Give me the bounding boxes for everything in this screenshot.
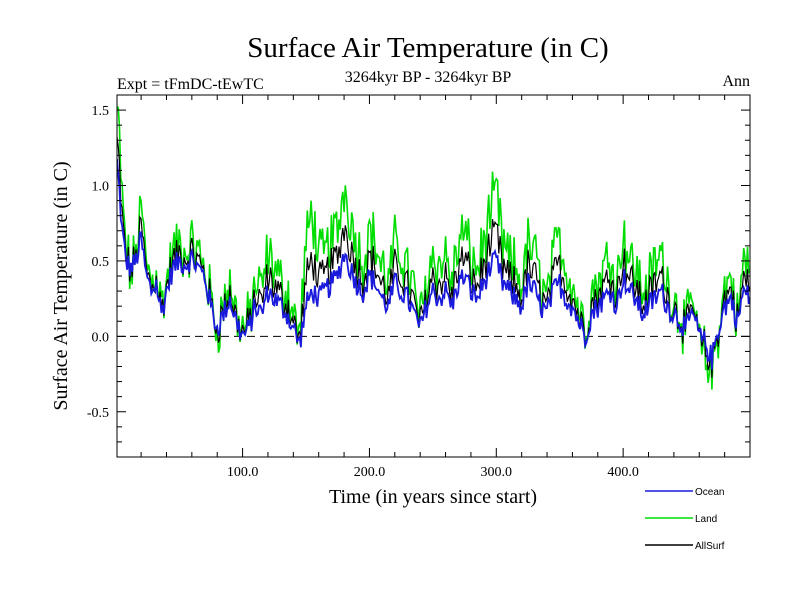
chart-subtitle: 3264kyr BP - 3264kyr BP [345,69,512,86]
series-land-line [117,105,750,390]
x-tick-label: 100.0 [227,465,259,480]
experiment-label: Expt = tFmDC-tEwTC [117,76,264,93]
y-tick-label: -0.5 [87,406,109,421]
y-tick-label: 0.0 [92,330,110,345]
x-axis-label: Time (in years since start) [329,486,537,508]
y-tick-label: 1.5 [92,104,110,119]
legend: Ocean Land AllSurf [645,487,725,552]
series-ocean-line [117,159,750,370]
y-axis-label: Surface Air Temperature (in C) [50,161,72,410]
legend-label-allsurf: AllSurf [695,541,725,552]
legend-label-land: Land [695,514,717,525]
x-tick-label: 400.0 [607,465,639,480]
axes: 100.0 200.0 300.0 400.0 -0.5 0.0 0.5 1.0 1.5 [87,94,751,480]
season-label: Ann [722,73,750,90]
legend-label-ocean: Ocean [695,487,724,498]
x-tick-label: 300.0 [481,465,513,480]
y-tick-label: 0.5 [92,255,110,270]
plot-area [117,105,750,390]
chart-title: Surface Air Temperature (in C) [247,32,608,64]
x-tick-label: 200.0 [354,465,386,480]
y-tick-label: 1.0 [92,180,110,195]
